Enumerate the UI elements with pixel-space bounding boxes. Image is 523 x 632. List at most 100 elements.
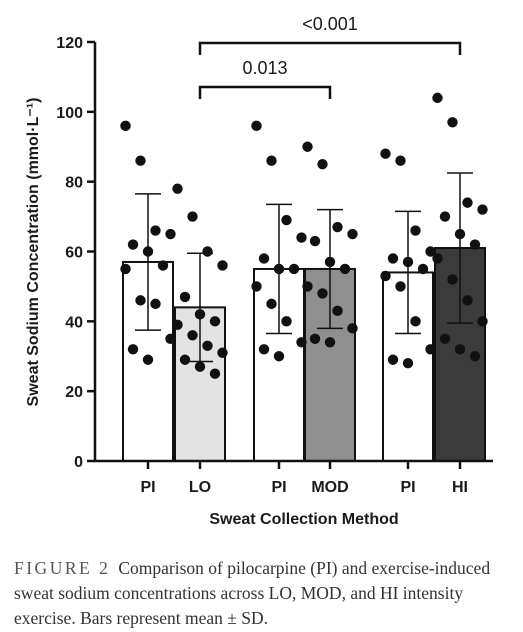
sweat-sodium-chart: 0 20 40 60 80 100 120 PI LO PI MOD PI HI 0.013 <0.001… xyxy=(25,14,493,528)
data-point xyxy=(347,323,358,334)
data-point xyxy=(127,239,139,250)
data-point xyxy=(217,347,228,358)
data-point xyxy=(332,221,343,233)
error-bars xyxy=(135,172,473,363)
data-point xyxy=(281,316,292,327)
data-point xyxy=(417,263,429,275)
data-point xyxy=(202,340,213,351)
data-point xyxy=(135,155,146,166)
data-point xyxy=(309,235,321,247)
data-point xyxy=(157,260,169,271)
data-point xyxy=(302,141,313,152)
data-point xyxy=(296,232,307,243)
data-point xyxy=(380,148,391,159)
data-point xyxy=(439,211,451,222)
data-point xyxy=(469,239,481,250)
data-point xyxy=(296,337,307,348)
data-point xyxy=(439,333,451,344)
x-tick-label: LO xyxy=(189,479,211,496)
data-point xyxy=(165,228,176,240)
x-tick-label: PI xyxy=(271,479,286,496)
y-tick-label: 20 xyxy=(65,384,83,401)
y-tick-label: 100 xyxy=(56,105,83,122)
data-point xyxy=(179,291,191,303)
data-point xyxy=(172,319,183,331)
data-point xyxy=(477,204,488,215)
data-point xyxy=(142,354,154,365)
p-value-label: 0.013 xyxy=(242,58,287,78)
data-point xyxy=(302,281,313,292)
data-point xyxy=(135,295,146,306)
data-point xyxy=(402,256,414,268)
data-point xyxy=(202,246,213,257)
data-point xyxy=(339,263,351,275)
y-tick-label: 40 xyxy=(65,314,83,331)
data-point xyxy=(395,155,406,166)
y-tick-label: 60 xyxy=(65,245,83,262)
data-point xyxy=(332,305,343,317)
data-point xyxy=(120,263,131,275)
data-point xyxy=(187,330,198,341)
data-point xyxy=(258,253,270,264)
x-tick-label: PI xyxy=(140,479,155,496)
data-point xyxy=(266,298,277,310)
data-point xyxy=(324,337,336,348)
data-point xyxy=(454,344,466,355)
data-point xyxy=(251,281,262,292)
data-point xyxy=(187,211,198,222)
data-point xyxy=(142,246,154,257)
data-point xyxy=(217,260,228,271)
data-point xyxy=(209,316,221,327)
data-points xyxy=(120,92,488,379)
data-point xyxy=(281,214,292,226)
y-axis-title: Sweat Sodium Concentration (mmol·L⁻¹) xyxy=(25,98,42,407)
data-point xyxy=(324,256,336,268)
data-point xyxy=(454,228,466,240)
data-point xyxy=(425,246,436,257)
data-point xyxy=(387,354,399,365)
data-point xyxy=(317,159,328,170)
data-point xyxy=(273,351,285,362)
data-point xyxy=(402,358,414,369)
data-point xyxy=(425,344,436,355)
significance-bracket xyxy=(198,41,462,55)
data-point xyxy=(194,309,206,320)
data-point xyxy=(410,316,421,327)
bars xyxy=(122,247,486,463)
data-point xyxy=(273,263,285,275)
data-point xyxy=(165,333,176,344)
data-point xyxy=(347,228,358,240)
data-point xyxy=(127,344,139,355)
y-axis-ticks: 0 20 40 60 80 100 120 PI LO PI MOD PI HI xyxy=(56,35,468,496)
data-point xyxy=(172,183,183,194)
data-point xyxy=(317,288,328,299)
data-point xyxy=(266,155,277,166)
data-point xyxy=(462,197,473,208)
caption-text: Comparison of pilocarpine (PI) and exerc… xyxy=(14,558,491,628)
figure-label: FIGURE 2 xyxy=(14,558,111,578)
x-tick-label: HI xyxy=(452,479,468,496)
y-tick-label: 120 xyxy=(56,35,83,52)
data-point xyxy=(387,253,399,264)
data-point xyxy=(209,368,221,379)
significance-bracket xyxy=(198,85,332,99)
data-point xyxy=(194,361,206,372)
data-point xyxy=(380,270,391,282)
data-point xyxy=(447,274,458,285)
data-point xyxy=(410,225,421,236)
x-tick-label: PI xyxy=(400,479,415,496)
y-tick-label: 0 xyxy=(74,454,83,471)
data-point xyxy=(179,354,191,365)
p-value-label: <0.001 xyxy=(302,14,358,34)
x-tick-label: MOD xyxy=(311,479,348,496)
data-point xyxy=(309,333,321,344)
y-tick-label: 80 xyxy=(65,175,83,192)
data-point xyxy=(120,120,131,131)
data-point xyxy=(447,117,458,128)
figure-caption: FIGURE 2 Comparison of pilocarpine (PI) a… xyxy=(14,556,514,631)
data-point xyxy=(258,344,270,355)
data-point xyxy=(469,351,481,362)
significance-brackets: 0.013 <0.001 xyxy=(198,14,462,99)
data-point xyxy=(477,316,488,327)
data-point xyxy=(462,295,473,306)
